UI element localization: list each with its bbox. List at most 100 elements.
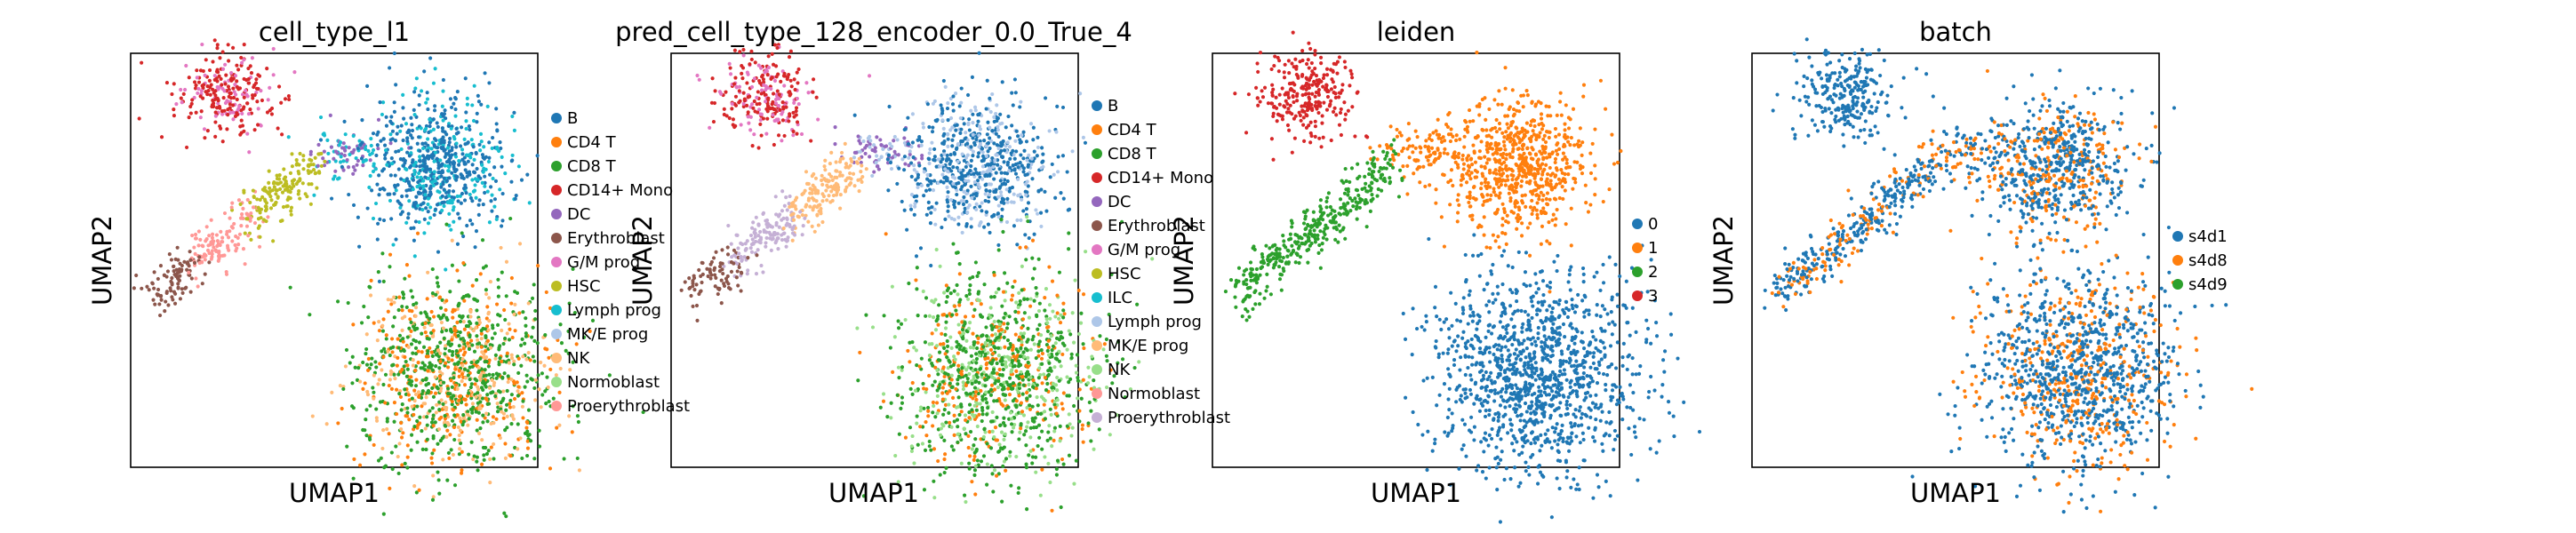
data-point: [1034, 208, 1038, 212]
data-point: [213, 110, 218, 115]
data-point: [782, 133, 787, 139]
data-point: [384, 337, 388, 341]
data-point: [983, 384, 988, 388]
data-point: [411, 358, 415, 362]
data-point: [520, 456, 524, 461]
data-point: [929, 263, 933, 268]
data-point: [997, 186, 1002, 190]
data-point: [945, 338, 949, 344]
data-point: [394, 149, 398, 154]
data-point: [465, 141, 469, 146]
data-point: [428, 205, 433, 210]
data-point: [1035, 291, 1039, 296]
data-point: [1016, 364, 1021, 369]
data-point: [242, 43, 246, 47]
data-point: [1043, 417, 1047, 421]
data-point: [454, 145, 459, 149]
data-point: [1026, 201, 1031, 205]
data-point: [920, 156, 924, 161]
data-point: [947, 402, 951, 407]
data-point: [940, 391, 945, 395]
data-point: [428, 409, 432, 413]
data-point: [307, 182, 311, 187]
data-point: [190, 98, 195, 102]
data-point: [1058, 439, 1062, 443]
data-point: [1014, 320, 1019, 324]
data-point: [180, 263, 184, 268]
data-point: [506, 374, 510, 378]
data-point: [956, 222, 961, 227]
data-point: [944, 465, 948, 470]
data-point: [1040, 381, 1044, 386]
data-point: [1016, 490, 1020, 496]
data-point: [479, 331, 484, 336]
data-point: [951, 181, 956, 186]
data-point: [1032, 298, 1036, 303]
data-point: [432, 212, 436, 218]
data-point: [531, 325, 535, 330]
data-point: [242, 58, 246, 62]
data-point: [438, 316, 443, 321]
data-point: [415, 440, 420, 444]
data-point: [885, 415, 890, 419]
data-point: [1076, 378, 1080, 383]
data-point: [456, 354, 460, 358]
data-point: [164, 299, 168, 304]
data-point: [921, 125, 926, 130]
legend-label: DC: [567, 205, 590, 224]
data-point: [906, 115, 910, 120]
data-point: [364, 362, 370, 367]
data-point: [435, 402, 439, 407]
data-point: [908, 360, 912, 364]
data-point: [971, 132, 975, 137]
data-point: [742, 99, 747, 103]
data-point: [984, 325, 988, 330]
data-point: [428, 56, 433, 60]
data-point: [932, 147, 937, 152]
data-point: [487, 319, 492, 323]
data-point: [274, 187, 278, 193]
data-point: [1018, 192, 1022, 197]
data-point: [381, 317, 386, 322]
data-point: [523, 431, 528, 435]
data-point: [910, 434, 915, 439]
data-point: [730, 101, 734, 106]
data-point: [417, 171, 421, 176]
data-point: [1101, 347, 1106, 352]
data-point: [483, 368, 487, 372]
data-point: [412, 254, 417, 259]
data-point: [974, 192, 979, 196]
data-point: [990, 410, 995, 415]
data-point: [712, 100, 717, 106]
data-point: [977, 112, 981, 117]
data-point: [402, 348, 406, 354]
data-point: [393, 377, 397, 381]
data-point: [252, 220, 258, 226]
data-point: [1060, 407, 1065, 411]
data-point: [927, 354, 932, 358]
data-point: [964, 224, 969, 228]
data-point: [336, 421, 340, 426]
data-point: [426, 354, 430, 359]
data-point: [856, 378, 860, 383]
legend-marker: [551, 209, 562, 219]
data-point: [308, 202, 313, 206]
data-point: [892, 149, 897, 155]
data-point: [391, 324, 396, 329]
data-point: [439, 398, 444, 402]
data-point: [419, 203, 423, 207]
data-point: [175, 245, 180, 250]
data-point: [1003, 311, 1007, 316]
data-point: [1074, 363, 1078, 368]
data-point: [470, 364, 475, 369]
data-point: [173, 291, 178, 296]
data-point: [381, 382, 386, 387]
data-point: [540, 393, 545, 397]
data-point: [734, 84, 739, 89]
data-point: [436, 470, 440, 474]
data-point: [1000, 499, 1004, 504]
data-point: [909, 193, 915, 197]
data-point: [235, 97, 239, 102]
data-point: [999, 218, 1004, 222]
data-point: [481, 387, 485, 393]
